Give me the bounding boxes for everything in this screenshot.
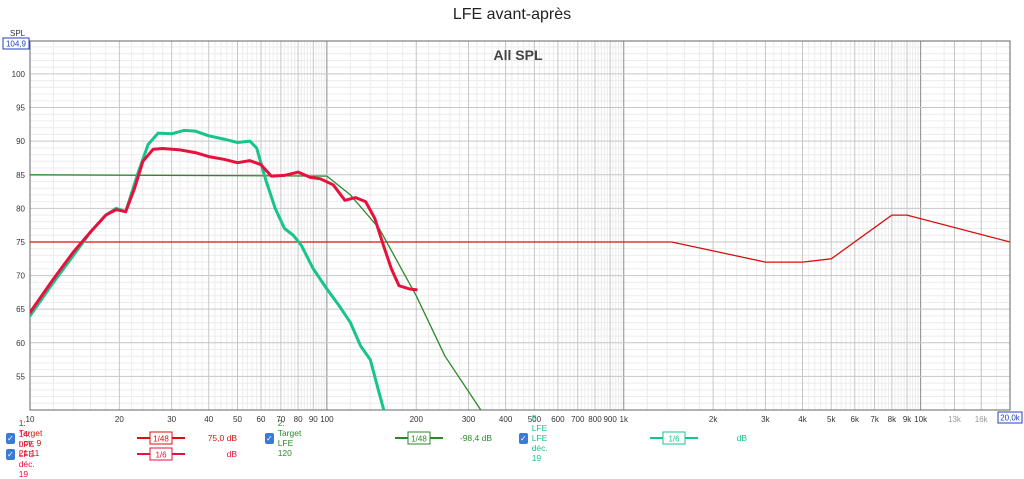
smoothing-badge[interactable]: 1/6 bbox=[650, 431, 698, 447]
x-tick-label: 10k bbox=[914, 415, 928, 424]
legend-label: 14: LFE LFE déc. 19 bbox=[18, 429, 35, 479]
svg-text:1/6: 1/6 bbox=[155, 451, 167, 460]
y-tick-label: 55 bbox=[16, 372, 25, 381]
legend-label: 1: Target nov. 9 21:11 bbox=[18, 418, 43, 458]
legend-label: 2: Target LFE 120 bbox=[277, 418, 302, 458]
legend-value: 75,0 dB bbox=[207, 433, 237, 443]
x-tick-label: 100 bbox=[320, 415, 334, 424]
x-tick-label: 800 bbox=[588, 415, 602, 424]
x-tick-label: 40 bbox=[204, 415, 213, 424]
y-tick-label: 100 bbox=[12, 70, 26, 79]
legend-value: -98,4 dB bbox=[459, 433, 492, 443]
legend-value: dB bbox=[226, 449, 237, 459]
x-tick-label: 16k bbox=[975, 415, 989, 424]
x-tick-label: 4k bbox=[798, 415, 807, 424]
legend-item-1[interactable]: ✓ 1: Target nov. 9 21:11 bbox=[6, 418, 45, 458]
minor-grid bbox=[30, 41, 1010, 410]
smoothing-badge[interactable]: 1/48 bbox=[137, 431, 185, 447]
svg-text:1/48: 1/48 bbox=[153, 435, 169, 444]
x-tick-label: 300 bbox=[462, 415, 476, 424]
x-tick-label: 60 bbox=[257, 415, 266, 424]
y-tick-label: 95 bbox=[16, 104, 25, 113]
y-tick-label: 65 bbox=[16, 305, 25, 314]
x-tick-label: 20 bbox=[115, 415, 124, 424]
y-tick-label: 70 bbox=[16, 272, 25, 281]
y-tick-label: 75 bbox=[16, 238, 25, 247]
legend-item-4[interactable]: ✓ 14: LFE LFE déc. 19 bbox=[6, 429, 37, 479]
y-tick-label: 85 bbox=[16, 171, 25, 180]
checkbox-icon[interactable]: ✓ bbox=[519, 432, 528, 444]
checkbox-icon[interactable]: ✓ bbox=[6, 432, 15, 444]
x-tick-label: 1k bbox=[620, 415, 629, 424]
spl-plot[interactable]: 10 20 30 40 50 60 70 80 90 100 200 300 400 500 600 700 8… bbox=[0, 0, 1024, 462]
series-line-4 bbox=[30, 147, 418, 314]
x-tick-label: 9k bbox=[903, 415, 912, 424]
y-tick-label: 60 bbox=[16, 339, 25, 348]
checkbox-icon[interactable]: ✓ bbox=[265, 432, 274, 444]
x-tick-label: 80 bbox=[294, 415, 303, 424]
x-tick-label: 70 bbox=[276, 415, 285, 424]
x-tick-label: 5k bbox=[827, 415, 836, 424]
legend-item-3[interactable]: ✓ 8: LFE LFE déc. 19 bbox=[519, 413, 550, 463]
x-right-value: 20,0k bbox=[1000, 414, 1021, 423]
x-tick-label: 700 bbox=[571, 415, 585, 424]
legend-label: 8: LFE LFE déc. 19 bbox=[531, 413, 548, 463]
x-tick-label: 3k bbox=[761, 415, 770, 424]
svg-text:1/48: 1/48 bbox=[411, 435, 427, 444]
y-top-box bbox=[2, 37, 30, 50]
smoothing-icon: 1/6 bbox=[650, 431, 698, 445]
plot-border bbox=[29, 40, 1011, 411]
x-tick-label: 13k bbox=[948, 415, 962, 424]
x-tick-label: 90 bbox=[309, 415, 318, 424]
y-tick-label: 80 bbox=[16, 204, 25, 213]
x-tick-label: 8k bbox=[888, 415, 897, 424]
series-line-1 bbox=[30, 214, 1010, 263]
x-tick-label: 30 bbox=[167, 415, 176, 424]
x-right-box bbox=[997, 411, 1023, 424]
x-tick-label: 50 bbox=[233, 415, 242, 424]
x-tick-label: 7k bbox=[870, 415, 879, 424]
plot-label: All SPL bbox=[493, 47, 542, 63]
checkbox-icon[interactable]: ✓ bbox=[6, 448, 15, 460]
smoothing-icon: 1/48 bbox=[395, 431, 443, 445]
x-tick-label: 500 bbox=[528, 415, 542, 424]
y-top-value: 104,9 bbox=[6, 40, 27, 49]
smoothing-icon: 1/48 bbox=[137, 431, 185, 445]
x-tick-label: 2k bbox=[709, 415, 718, 424]
y-axis-label: SPL bbox=[10, 29, 26, 38]
smoothing-badge[interactable]: 1/6 bbox=[137, 447, 185, 463]
chart-title: LFE avant-après bbox=[452, 6, 572, 23]
x-tick-label: 6k bbox=[851, 415, 860, 424]
x-tick-label: 400 bbox=[499, 415, 513, 424]
svg-text:1/6: 1/6 bbox=[668, 435, 680, 444]
legend-item-2[interactable]: ✓ 2: Target LFE 120 bbox=[265, 418, 304, 458]
x-tick-label: 600 bbox=[551, 415, 565, 424]
smoothing-badge[interactable]: 1/48 bbox=[395, 431, 443, 447]
y-tick-label: 90 bbox=[16, 137, 25, 146]
x-tick-label: 200 bbox=[410, 415, 424, 424]
smoothing-icon: 1/6 bbox=[137, 447, 185, 461]
x-tick-label: 10 bbox=[26, 415, 35, 424]
legend-value: dB bbox=[736, 433, 747, 443]
plot-area bbox=[30, 41, 1010, 410]
x-tick-label: 900 bbox=[603, 415, 617, 424]
